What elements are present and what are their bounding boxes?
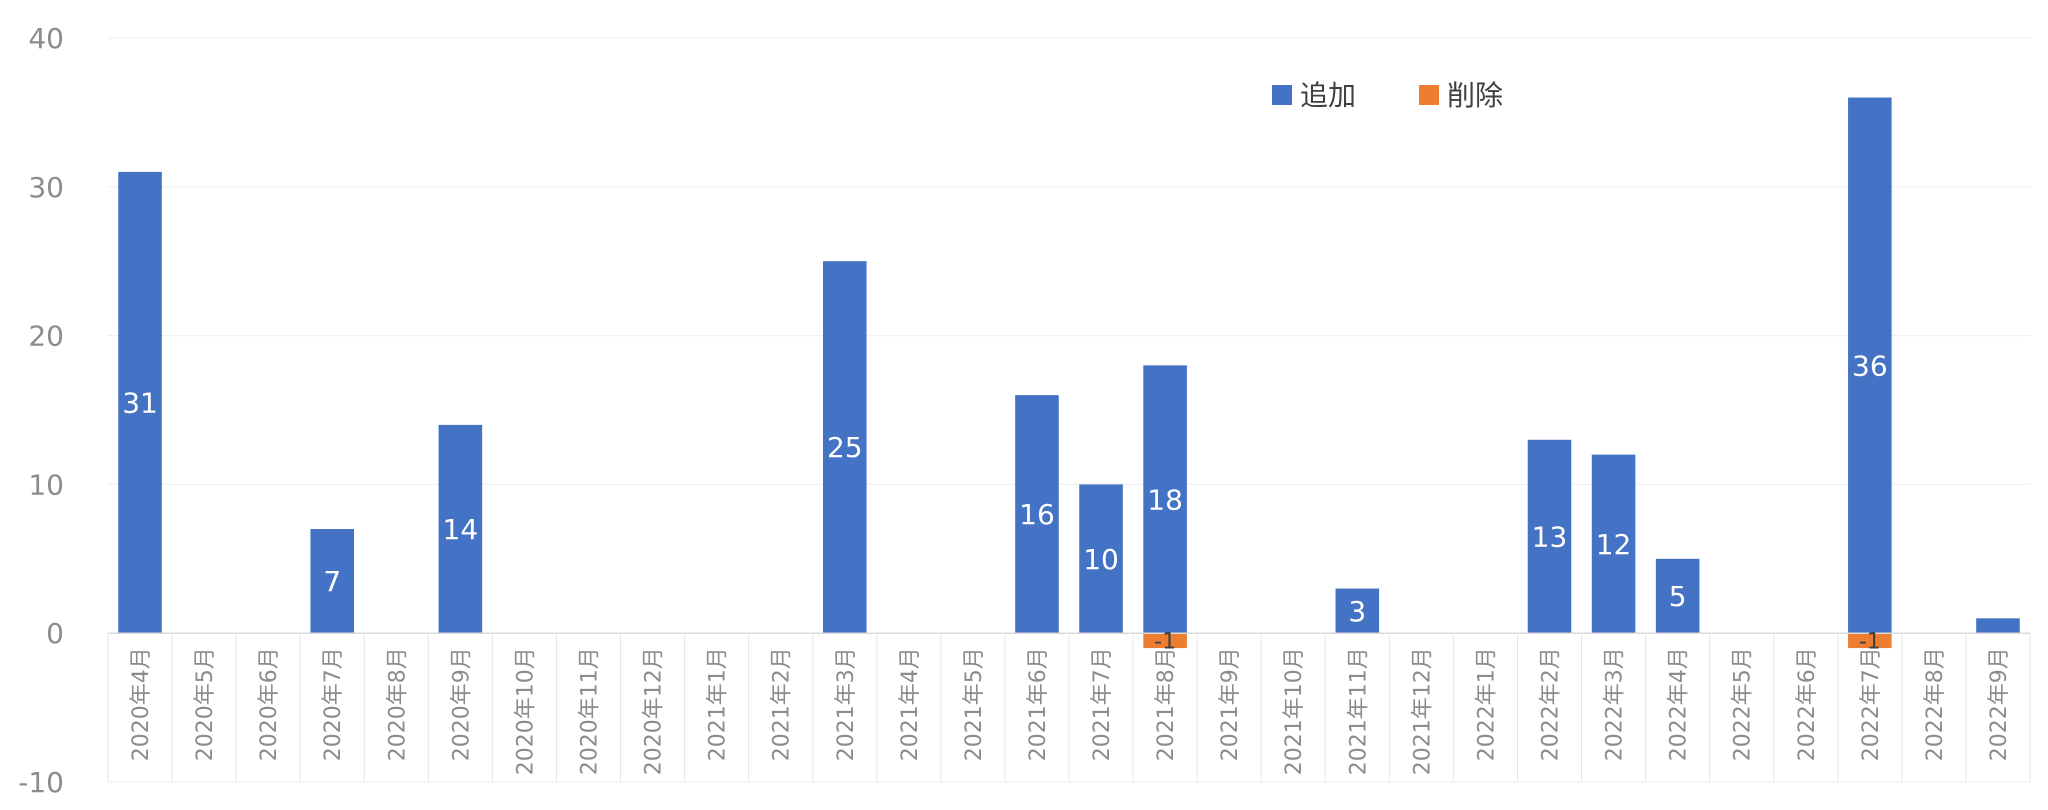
data-label: 31 — [122, 387, 158, 420]
bar-add — [1079, 484, 1123, 634]
data-label: 16 — [1019, 498, 1055, 531]
data-label: 5 — [1669, 580, 1687, 613]
x-tick-label: 2021年12月 — [1410, 647, 1435, 775]
x-tick-label: 2021年5月 — [962, 647, 987, 761]
data-label: 12 — [1596, 528, 1632, 561]
x-tick-label: 2021年8月 — [1154, 647, 1179, 761]
bar-add — [1655, 558, 1700, 634]
y-tick-label: 10 — [28, 468, 64, 501]
legend-swatch-delete — [1419, 85, 1439, 105]
y-tick-label: 0 — [46, 617, 64, 650]
x-tick-label: 2020年11月 — [578, 647, 603, 775]
x-tick-label: 2020年12月 — [642, 647, 667, 775]
x-tick-label: 2021年1月 — [706, 647, 731, 761]
bar-delete — [1143, 633, 1187, 649]
x-tick-label: 2022年1月 — [1474, 647, 1499, 761]
data-label: 25 — [827, 431, 863, 464]
x-tick-label: 2021年7月 — [1090, 647, 1115, 761]
x-tick-label: 2020年5月 — [193, 647, 218, 761]
bar-add — [310, 529, 355, 634]
x-tick-label: 2021年9月 — [1218, 647, 1243, 761]
x-tick-label: 2022年8月 — [1923, 647, 1948, 761]
data-label-negative: -1 — [1859, 630, 1881, 655]
bar-delete — [1848, 633, 1892, 649]
x-tick-label: 2021年10月 — [1282, 647, 1307, 775]
data-label: 7 — [323, 565, 341, 598]
bar-add — [1591, 454, 1636, 634]
bar-add — [1015, 395, 1059, 634]
y-tick-label: 20 — [28, 320, 64, 353]
data-labels: 31 7 14 25 16 10 18 -1 3 13 12 5 36 -1 — [122, 349, 1887, 654]
bars — [118, 97, 2020, 649]
y-axis-ticks: -10 0 10 20 30 40 — [18, 22, 64, 799]
x-tick-label: 2022年5月 — [1731, 647, 1756, 761]
bar-add — [118, 171, 162, 634]
legend-swatch-add — [1272, 85, 1292, 105]
x-tick-label: 2022年3月 — [1603, 647, 1628, 761]
x-tick-label: 2020年7月 — [321, 647, 346, 761]
x-tick-label: 2020年6月 — [257, 647, 282, 761]
x-tick-label: 2022年9月 — [1987, 647, 2012, 761]
bar-add — [1976, 618, 2020, 634]
x-tick-label: 2020年4月 — [129, 647, 154, 761]
y-tick-label: -10 — [18, 766, 64, 799]
data-label: 18 — [1147, 483, 1183, 516]
legend: 追加 削除 — [1272, 79, 1503, 112]
x-tick-label: 2022年4月 — [1667, 647, 1692, 761]
bar-add — [1848, 97, 1892, 634]
y-tick-label: 30 — [28, 171, 64, 204]
x-tick-label: 2021年3月 — [834, 647, 859, 761]
data-label: 36 — [1852, 349, 1888, 382]
bar-add — [1527, 439, 1572, 634]
data-label: 14 — [443, 513, 479, 546]
x-tick-label: 2021年6月 — [1026, 647, 1051, 761]
legend-label: 削除 — [1447, 79, 1503, 112]
x-tick-label: 2022年2月 — [1539, 647, 1564, 761]
x-axis: 2020年4月 2020年5月 2020年6月 2020年7月 2020年8月 2020年… — [107, 632, 2031, 782]
x-tick-label: 2021年11月 — [1346, 647, 1371, 775]
x-tick-label: 2021年2月 — [770, 647, 795, 761]
bar-add — [438, 424, 483, 634]
x-tick-label: 2020年8月 — [385, 647, 410, 761]
y-tick-label: 40 — [28, 22, 64, 55]
legend-label: 追加 — [1300, 79, 1356, 112]
data-label-negative: -1 — [1154, 630, 1176, 655]
bar-add — [1143, 365, 1187, 634]
x-tick-label: 2021年4月 — [898, 647, 923, 761]
data-label: 10 — [1083, 543, 1119, 576]
data-label: 3 — [1348, 595, 1366, 628]
x-tick-label: 2020年10月 — [513, 647, 538, 775]
x-tick-label: 2022年6月 — [1795, 647, 1820, 761]
bar-add — [822, 261, 867, 634]
data-label: 13 — [1532, 520, 1568, 553]
x-tick-label: 2022年7月 — [1859, 647, 1884, 761]
bar-add — [1335, 588, 1380, 634]
x-tick-label: 2020年9月 — [449, 647, 474, 761]
